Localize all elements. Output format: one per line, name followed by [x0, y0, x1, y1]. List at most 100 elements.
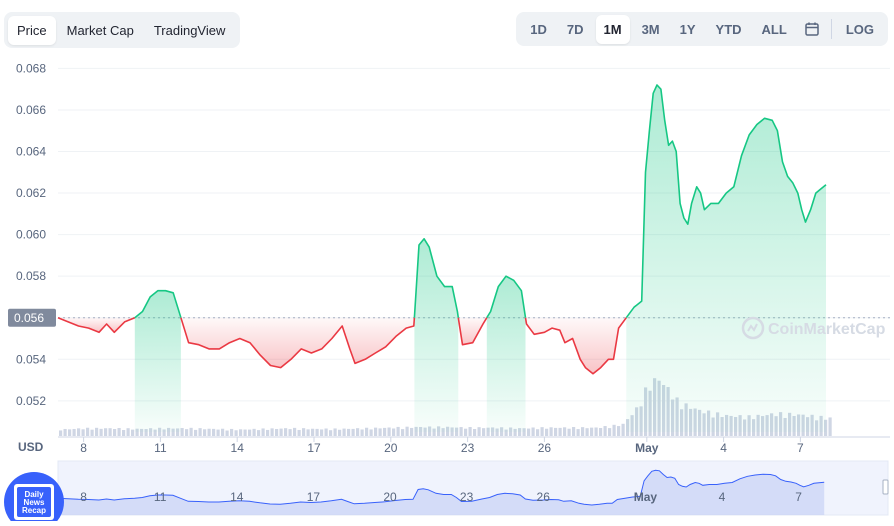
volume-bar [333, 428, 337, 436]
badge-line-2: News [24, 498, 45, 507]
volume-bar [414, 426, 418, 436]
chart-type-tabs: Price Market Cap TradingView [4, 12, 241, 48]
volume-bar [819, 415, 823, 436]
volume-bar [405, 426, 409, 436]
volume-bar [495, 428, 499, 436]
y-tick-label: 0.068 [16, 61, 46, 75]
volume-bar [662, 385, 666, 436]
volume-bar [473, 429, 477, 436]
volume-bar [374, 427, 378, 436]
navigator-tick-label: 8 [80, 490, 87, 504]
volume-bar [810, 414, 814, 436]
volume-bar [423, 427, 427, 436]
tab-tradingview[interactable]: TradingView [153, 22, 226, 38]
range-1d[interactable]: 1D [530, 21, 547, 37]
volume-bar [774, 416, 778, 436]
volume-bar [806, 417, 810, 436]
volume-bar [621, 423, 625, 436]
navigator-handle-right [882, 479, 889, 495]
volume-bar [509, 427, 513, 436]
volume-bar [72, 428, 76, 436]
volume-bar [797, 414, 801, 436]
volume-bar [747, 415, 751, 436]
volume-bar [680, 409, 684, 436]
volume-bar [531, 427, 535, 436]
tab-price[interactable]: Price [8, 15, 56, 45]
y-tick-label: 0.054 [16, 352, 46, 366]
x-tick-label: May [635, 441, 659, 455]
volume-bar [203, 429, 207, 436]
volume-bar [122, 430, 126, 436]
y-tick-label: 0.052 [16, 394, 46, 408]
x-tick-label: 4 [720, 441, 727, 455]
x-tick-label: 11 [154, 441, 167, 455]
volume-bar [99, 428, 103, 436]
volume-bar [378, 428, 382, 436]
volume-bar [540, 427, 544, 436]
volume-bar [185, 429, 189, 436]
range-7d[interactable]: 7D [566, 21, 584, 37]
navigator-window [57, 460, 889, 516]
price-area-down [58, 317, 135, 333]
volume-bar [590, 427, 594, 436]
volume-bar [126, 428, 130, 436]
volume-bar [153, 429, 157, 436]
volume-bar [68, 429, 72, 436]
baseline-label: 0.056 [14, 311, 44, 325]
volume-bar [401, 429, 405, 436]
baseline-badge [8, 308, 56, 327]
volume-bar [266, 429, 270, 436]
volume-bar [104, 428, 108, 436]
calendar-icon[interactable] [797, 16, 827, 42]
tab-market-cap[interactable]: Market Cap [66, 22, 134, 38]
volume-bar [252, 428, 256, 436]
volume-bar [815, 420, 819, 436]
volume-bar [315, 428, 319, 436]
volume-bar [392, 428, 396, 436]
volume-bar [527, 428, 531, 436]
range-navigator: 8 11 14 17 20 23 26 May 4 7 [57, 460, 889, 516]
volume-bar [459, 427, 463, 436]
volume-bar [689, 408, 693, 436]
volume-bar [549, 427, 553, 436]
y-axis-ticks: 0.052 0.054 0.058 0.060 0.062 0.064 0.066 0.068… [8, 61, 56, 408]
volume-bar [734, 416, 738, 436]
volume-bar [522, 428, 526, 436]
range-3m[interactable]: 3M [641, 21, 660, 37]
volume-bar [567, 428, 571, 436]
volume-bar [387, 427, 391, 436]
volume-bar [581, 427, 585, 436]
range-ytd[interactable]: YTD [715, 21, 742, 37]
volume-bar [338, 429, 342, 436]
volume-bar [419, 426, 423, 436]
range-1y[interactable]: 1Y [679, 21, 696, 37]
volume-bar [347, 428, 351, 436]
volume-bar [612, 424, 616, 436]
volume-bar [779, 412, 783, 436]
range-all[interactable]: ALL [761, 21, 787, 37]
volume-bar [684, 403, 688, 436]
volume-bar [144, 429, 148, 436]
volume-bar [108, 428, 112, 436]
volume-bar [180, 428, 184, 436]
volume-bar [500, 427, 504, 436]
volume-bar [342, 428, 346, 436]
navigator-tick-label: 7 [795, 490, 802, 504]
volume-bar [365, 427, 369, 436]
volume-bar [270, 428, 274, 436]
coinmarketcap-logo-icon [741, 316, 765, 340]
volume-bar [234, 430, 238, 436]
range-1m[interactable]: 1M [595, 14, 630, 44]
volume-bar [131, 429, 135, 436]
price-line-up [134, 289, 182, 319]
volume-bar [437, 426, 441, 436]
volume-bar [554, 427, 558, 436]
volume-bar [198, 428, 202, 436]
volume-bar [432, 428, 436, 436]
log-scale-toggle[interactable]: LOG [845, 21, 874, 37]
volume-bar [536, 429, 540, 436]
volume-bar [275, 428, 279, 436]
volume-bar [707, 410, 711, 436]
price-area-down [458, 317, 487, 345]
